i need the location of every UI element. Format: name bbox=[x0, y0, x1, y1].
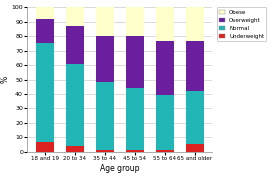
Bar bbox=[126, 88, 144, 150]
Bar bbox=[186, 91, 204, 144]
Bar bbox=[96, 7, 114, 36]
Bar bbox=[66, 26, 84, 64]
Bar bbox=[186, 144, 204, 152]
Bar bbox=[186, 7, 204, 41]
Bar bbox=[36, 43, 54, 142]
Bar bbox=[156, 41, 174, 95]
Bar bbox=[96, 36, 114, 83]
Bar bbox=[36, 19, 54, 43]
Bar bbox=[66, 7, 84, 26]
Bar bbox=[156, 95, 174, 150]
Bar bbox=[66, 146, 84, 152]
Bar bbox=[36, 7, 54, 19]
X-axis label: Age group: Age group bbox=[100, 164, 140, 173]
Bar bbox=[156, 150, 174, 152]
Bar bbox=[156, 7, 174, 41]
Bar bbox=[126, 150, 144, 152]
Legend: Obese, Overweight, Normal, Underweight: Obese, Overweight, Normal, Underweight bbox=[217, 7, 266, 41]
Bar bbox=[96, 83, 114, 150]
Bar bbox=[126, 36, 144, 88]
Bar bbox=[126, 7, 144, 36]
Bar bbox=[186, 41, 204, 91]
Bar bbox=[36, 142, 54, 152]
Bar bbox=[96, 150, 114, 152]
Bar bbox=[66, 64, 84, 146]
Y-axis label: %: % bbox=[1, 76, 10, 83]
